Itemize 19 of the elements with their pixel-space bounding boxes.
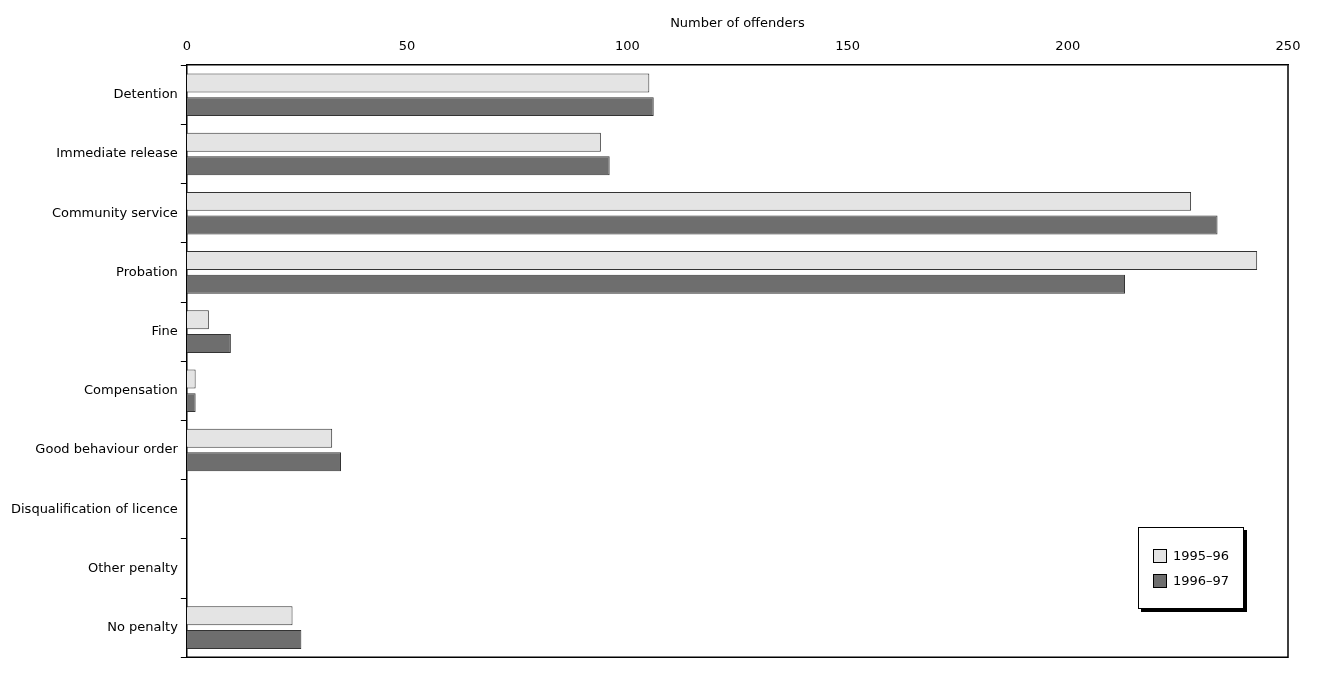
y-tick-label: Other penalty	[87, 559, 179, 575]
y-tick-label: Fine	[151, 322, 178, 338]
x-tick-label: 50	[398, 37, 416, 53]
y-tick-label: Community service	[51, 204, 178, 220]
x-tick-label: 0	[182, 37, 191, 53]
y-tick-label: Compensation	[84, 382, 178, 398]
legend-label: 1996–97	[1173, 573, 1230, 589]
x-tick-label: 250	[1275, 37, 1301, 53]
y-tick-label: Detention	[113, 86, 178, 102]
x-tick-label: 150	[835, 37, 860, 53]
y-tick-label: Good behaviour order	[35, 441, 179, 457]
x-tick-label: 200	[1055, 37, 1081, 53]
y-tick-label: No penalty	[107, 618, 179, 634]
y-tick-label: Immediate release	[56, 145, 178, 161]
y-tick-label: Probation	[116, 263, 178, 279]
x-axis-title: Number of offenders	[670, 15, 805, 31]
y-tick-label: Disqualification of licence	[10, 500, 178, 516]
legend-label: 1995–96	[1173, 548, 1230, 564]
x-tick-label: 100	[614, 37, 640, 53]
